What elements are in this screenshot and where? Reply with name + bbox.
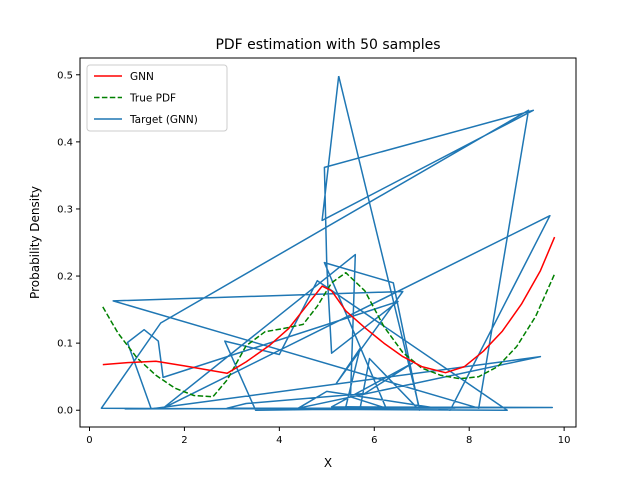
y-axis: 0.0 0.1 0.2 0.3 0.4 0.5 <box>57 70 80 417</box>
legend-label-2: Target (GNN) <box>129 114 198 126</box>
y-tick-label: 0.1 <box>57 339 73 350</box>
x-tick-label: 2 <box>181 435 187 446</box>
series-line-0 <box>102 236 556 375</box>
series-layer <box>100 75 556 411</box>
x-tick-label: 0 <box>86 435 92 446</box>
x-tick-label: 6 <box>371 435 377 446</box>
y-tick-label: 0.0 <box>57 406 73 417</box>
y-tick-label: 0.3 <box>57 204 73 215</box>
chart-title: PDF estimation with 50 samples <box>215 37 440 53</box>
x-tick-label: 10 <box>558 435 571 446</box>
series-line-2 <box>100 75 554 411</box>
x-tick-label: 4 <box>276 435 282 446</box>
x-axis: 0 2 4 6 8 10 <box>86 427 571 446</box>
x-tick-label: 8 <box>466 435 472 446</box>
y-tick-label: 0.4 <box>57 137 73 148</box>
legend-box <box>86 64 228 132</box>
y-tick-label: 0.2 <box>57 272 73 283</box>
series-line-1 <box>102 271 556 398</box>
legend-label-1: True PDF <box>129 93 176 105</box>
y-tick-label: 0.5 <box>57 70 73 81</box>
y-axis-label: Probability Density <box>28 186 42 299</box>
axes-frame <box>79 57 577 428</box>
legend-label-0: GNN <box>130 71 154 83</box>
legend: GNN True PDF Target (GNN) <box>86 64 228 132</box>
x-axis-label: X <box>324 456 332 470</box>
